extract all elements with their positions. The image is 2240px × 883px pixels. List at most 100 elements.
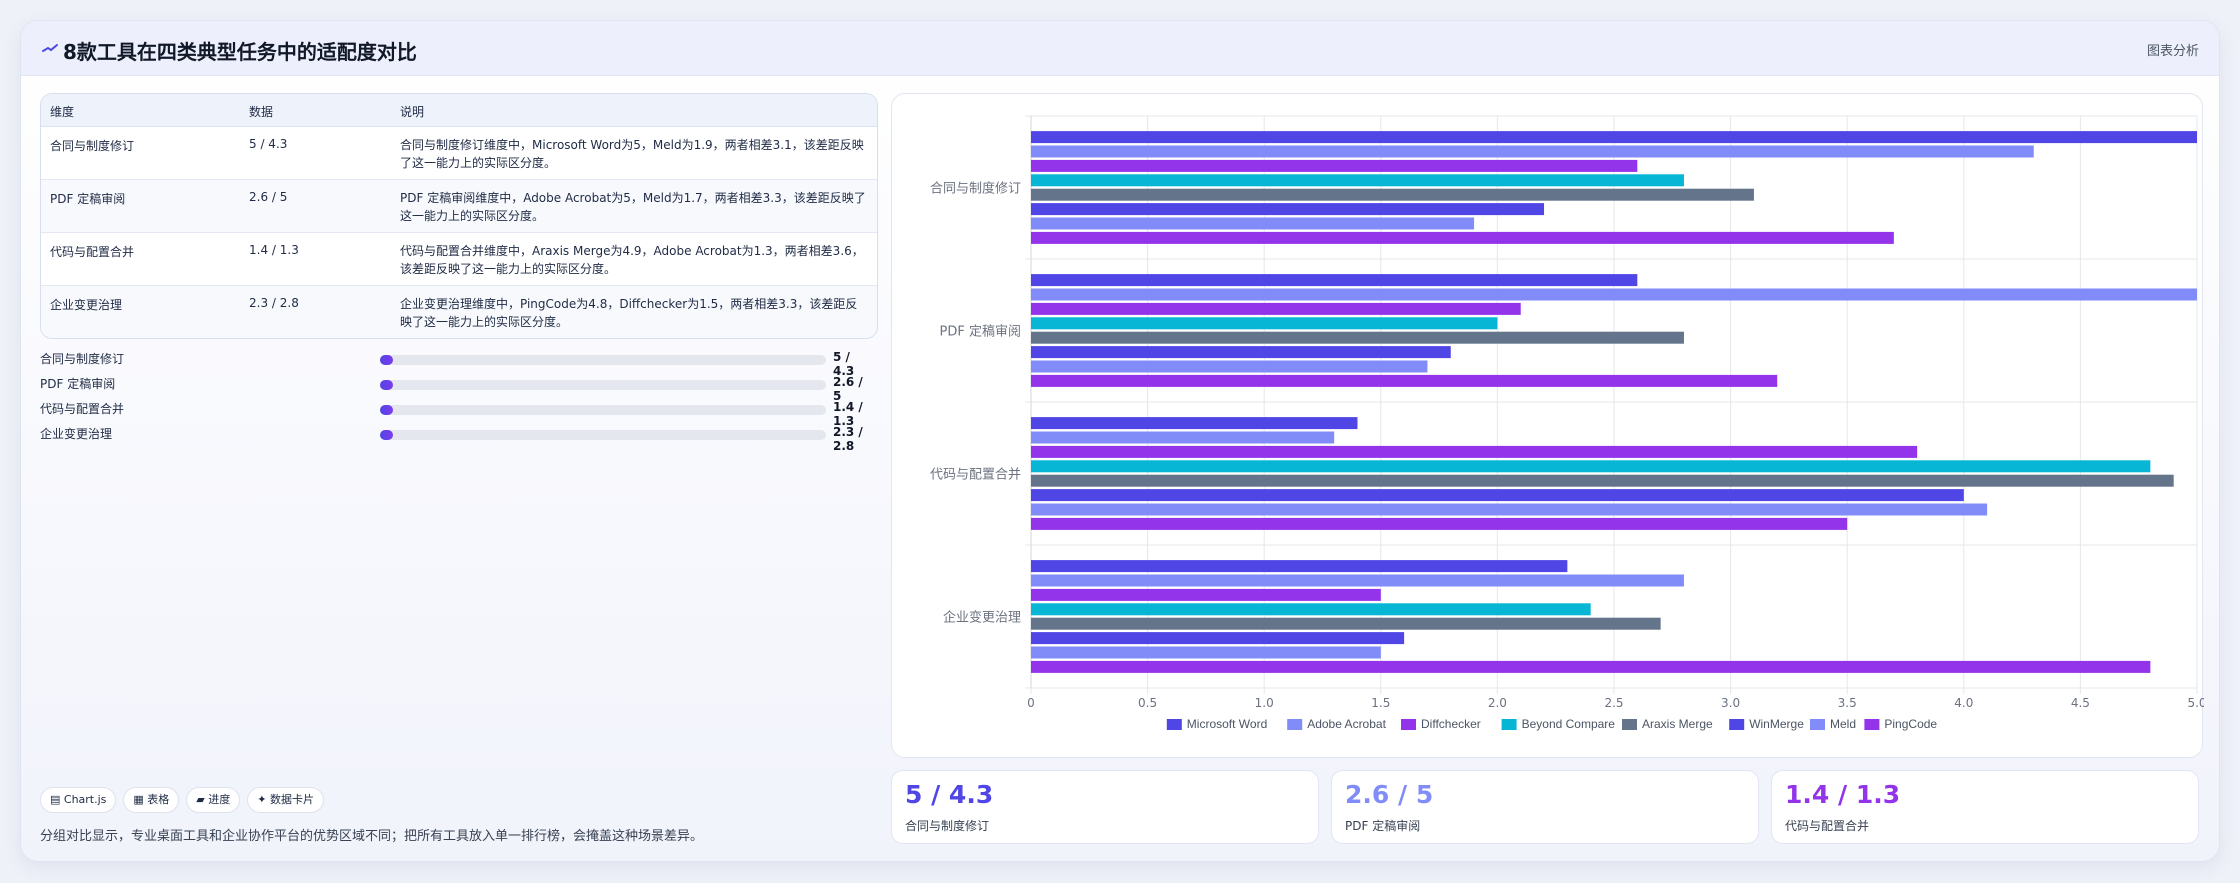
legend-label: Beyond Compare	[1522, 717, 1616, 731]
cell-data: 2.3 / 2.8	[249, 296, 299, 310]
header-analysis-label: 图表分析	[2146, 44, 2199, 59]
bar	[1031, 603, 1591, 616]
table-row: 合同与制度修订 5 / 4.3 合同与制度修订维度中，Microsoft Wor…	[41, 127, 877, 180]
col-header-data: 数据	[249, 105, 274, 119]
stat-value: 1.4 / 1.3	[1785, 780, 1901, 809]
x-tick-label: 1.5	[1371, 696, 1390, 710]
tag-chartjs[interactable]: ▤ Chart.js	[40, 787, 117, 813]
x-tick-label: 2.5	[1604, 696, 1623, 710]
x-tick-label: 3.5	[1838, 696, 1857, 710]
bar	[1031, 503, 1988, 516]
progress-track	[380, 430, 826, 440]
bar	[1031, 131, 2197, 144]
footnote: 分组对比显示，专业桌面工具和企业协作平台的优势区域不同；把所有工具放入单一排行榜…	[40, 829, 704, 844]
progress-fill	[380, 430, 394, 440]
bar	[1031, 560, 1568, 573]
y-category-label: 企业变更治理	[943, 610, 1021, 626]
bar	[1031, 517, 1848, 530]
bar	[1031, 660, 2151, 673]
legend-swatch	[1501, 719, 1517, 730]
stat-card: 5 / 4.3 合同与制度修订	[891, 770, 1319, 844]
cell-dim: 合同与制度修订	[50, 139, 135, 153]
bar	[1031, 632, 1405, 645]
cell-data: 2.6 / 5	[249, 190, 288, 204]
bar	[1031, 317, 1498, 330]
dashboard-card: 8款工具在四类典型任务中的适配度对比 图表分析 维度 数据 说明 合同与制度修订…	[20, 20, 2220, 862]
tag-data-cards[interactable]: ✦ 数据卡片	[247, 787, 324, 813]
y-category-label: PDF 定稿审阅	[940, 324, 1021, 340]
x-tick-label: 0	[1027, 696, 1035, 710]
bar	[1031, 417, 1358, 430]
cell-dim: PDF 定稿审阅	[50, 192, 126, 206]
chart-trend-icon	[42, 44, 58, 52]
legend-label: PingCode	[1884, 717, 1937, 731]
bar	[1031, 360, 1428, 373]
bar	[1031, 489, 1964, 502]
legend-label: Araxis Merge	[1642, 717, 1713, 731]
x-tick-label: 3.0	[1721, 696, 1740, 710]
bar	[1031, 174, 1684, 187]
tag-table[interactable]: ▦ 表格	[123, 787, 180, 813]
legend-swatch	[1166, 719, 1182, 730]
legend-swatch	[1810, 719, 1825, 730]
progress-fill	[380, 380, 394, 390]
legend-swatch	[1729, 719, 1745, 730]
tag-list: ▤ Chart.js ▦ 表格 ▰ 进度 ✦ 数据卡片	[40, 787, 331, 813]
cell-dim: 企业变更治理	[50, 298, 123, 312]
x-tick-label: 5.0	[2187, 696, 2204, 710]
tag-progress[interactable]: ▰ 进度	[186, 787, 241, 813]
progress-label: 代码与配置合并	[40, 402, 125, 416]
bar	[1031, 474, 2174, 487]
progress-value: 2.3 / 2.8	[833, 425, 863, 453]
legend-swatch	[1622, 719, 1637, 730]
bar	[1031, 588, 1381, 601]
progress-row: 合同与制度修订 5 / 4.3	[40, 350, 870, 378]
stat-value: 2.6 / 5	[1345, 780, 1434, 809]
progress-label: 合同与制度修订	[40, 352, 125, 366]
progress-fill	[380, 355, 394, 365]
y-category-label: 代码与配置合并	[930, 468, 1021, 483]
legend-swatch	[1287, 719, 1303, 730]
cell-desc: 代码与配置合并维度中，Araxis Merge为4.9，Adobe Acroba…	[400, 244, 864, 276]
bar	[1031, 431, 1335, 444]
progress-track	[380, 405, 826, 415]
stat-label: PDF 定稿审阅	[1345, 819, 1421, 833]
stat-label: 代码与配置合并	[1785, 819, 1870, 833]
header: 8款工具在四类典型任务中的适配度对比 图表分析	[21, 21, 2219, 76]
legend-swatch	[1401, 719, 1416, 730]
bar	[1031, 574, 1684, 587]
progress-row: PDF 定稿审阅 2.6 / 5	[40, 375, 870, 403]
bar	[1031, 217, 1475, 230]
col-header-desc: 说明	[400, 105, 425, 119]
cell-desc: PDF 定稿审阅维度中，Adobe Acrobat为5，Meld为1.7，两者相…	[400, 191, 866, 223]
progress-label: 企业变更治理	[40, 427, 113, 441]
legend-label: Adobe Acrobat	[1307, 717, 1386, 731]
legend-label: Meld	[1830, 717, 1856, 731]
progress-value: 2.6 / 5	[833, 375, 863, 403]
table-header: 维度 数据 说明	[41, 94, 877, 127]
progress-value: 5 / 4.3	[833, 350, 855, 378]
legend-label: Diffchecker	[1421, 717, 1481, 731]
bar	[1031, 617, 1661, 630]
stat-card: 2.6 / 5 PDF 定稿审阅	[1331, 770, 1759, 844]
x-tick-label: 4.0	[1954, 696, 1973, 710]
bar	[1031, 188, 1754, 201]
data-table: 维度 数据 说明 合同与制度修订 5 / 4.3 合同与制度修订维度中，Micr…	[40, 93, 878, 339]
x-tick-label: 1.0	[1255, 696, 1274, 710]
bar	[1031, 203, 1545, 216]
table-row: 代码与配置合并 1.4 / 1.3 代码与配置合并维度中，Araxis Merg…	[41, 233, 877, 286]
progress-row: 代码与配置合并 1.4 / 1.3	[40, 400, 870, 428]
bar	[1031, 331, 1684, 344]
table-row: PDF 定稿审阅 2.6 / 5 PDF 定稿审阅维度中，Adobe Acrob…	[41, 180, 877, 233]
bar	[1031, 231, 1894, 244]
stat-label: 合同与制度修订	[905, 819, 990, 833]
legend-label: Microsoft Word	[1187, 717, 1267, 731]
bar-chart: 0 0.5 1.0 1.5 2.0 2.5 3.0 3.5 4.0 4.5 5.0 合同与制度修订 PD…	[930, 115, 2204, 731]
bar	[1031, 274, 1638, 287]
progress-track	[380, 380, 826, 390]
bar	[1031, 445, 1918, 458]
table-row: 企业变更治理 2.3 / 2.8 企业变更治理维度中，PingCode为4.8，…	[41, 286, 877, 338]
progress-track	[380, 355, 826, 365]
progress-row: 企业变更治理 2.3 / 2.8	[40, 425, 870, 453]
chart-panel: 0 0.5 1.0 1.5 2.0 2.5 3.0 3.5 4.0 4.5 5.0 合同与制度修订 PD…	[891, 93, 2204, 758]
